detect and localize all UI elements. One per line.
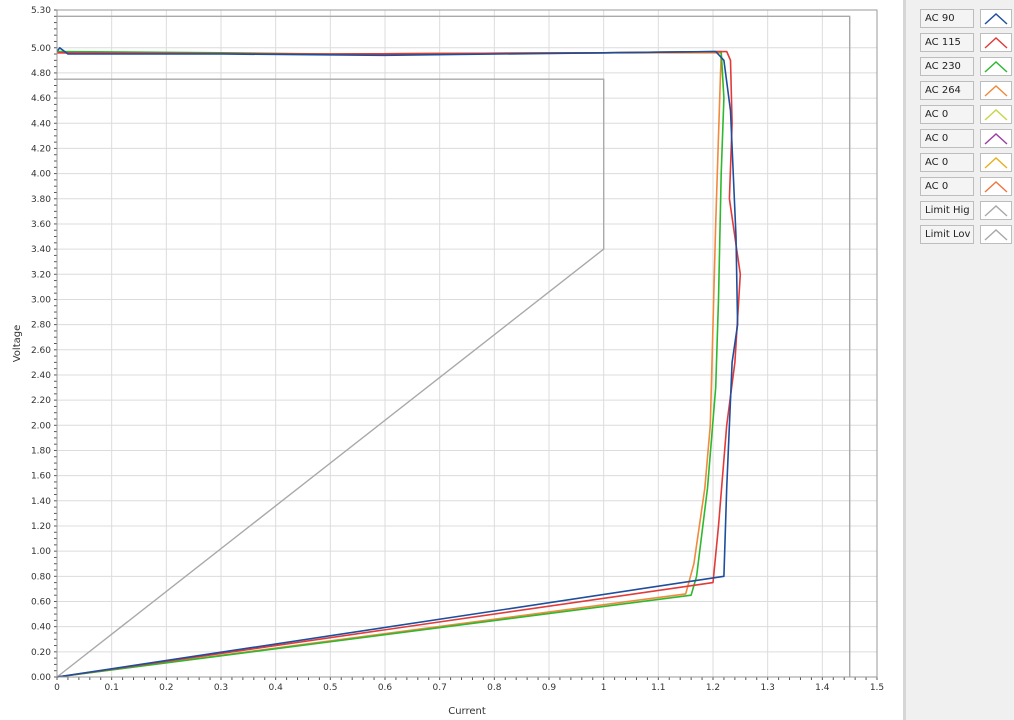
legend-label: AC 230 — [920, 57, 974, 76]
y-tick-label: 3.20 — [31, 270, 51, 280]
legend-label: Limit Hig — [920, 201, 974, 220]
legend-item[interactable]: AC 0 — [920, 129, 1014, 149]
tick-marks — [54, 9, 878, 680]
y-tick-label: 0.40 — [31, 623, 51, 633]
legend-item[interactable]: Limit Hig — [920, 201, 1014, 221]
legend-swatch-icon[interactable] — [980, 105, 1012, 124]
y-tick-label: 0.80 — [31, 572, 51, 582]
series-line-9 — [56, 78, 605, 678]
legend-swatch-icon[interactable] — [980, 57, 1012, 76]
series-line-2 — [56, 50, 725, 678]
legend-swatch-icon[interactable] — [980, 153, 1012, 172]
legend-label: Limit Lov — [920, 225, 974, 244]
x-tick-label: 0.2 — [159, 683, 173, 693]
x-tick-label: 1.5 — [870, 683, 884, 693]
legend-item[interactable]: Limit Lov — [920, 225, 1014, 245]
y-tick-label: 1.00 — [31, 547, 51, 557]
series-line-0 — [56, 46, 739, 678]
y-tick-label: 4.00 — [31, 170, 51, 180]
legend-item[interactable]: AC 0 — [920, 153, 1014, 173]
x-tick-label: 1.3 — [761, 683, 775, 693]
legend-swatch-icon[interactable] — [980, 129, 1012, 148]
y-tick-label: 1.20 — [31, 522, 51, 532]
y-tick-label: 4.80 — [31, 69, 51, 79]
y-tick-label: 4.40 — [31, 119, 51, 129]
legend-label: AC 0 — [920, 129, 974, 148]
legend-line-sample — [984, 181, 1008, 193]
x-tick-label: 0 — [54, 683, 60, 693]
plot-area: 0 0.1 0.2 0.3 0.4 0.5 0.6 0.7 0.8 0.9 1 1.1 1.2 1.3 1.… — [12, 6, 885, 717]
y-tick-label: 0.20 — [31, 648, 51, 658]
voltage-current-chart: 0 0.1 0.2 0.3 0.4 0.5 0.6 0.7 0.8 0.9 1 1.1 1.2 1.3 1.… — [12, 6, 884, 717]
legend-line-sample — [984, 85, 1008, 97]
y-tick-label: 1.40 — [31, 497, 51, 507]
x-tick-label: 1.2 — [706, 683, 720, 693]
legend-swatch-icon[interactable] — [980, 225, 1012, 244]
y-tick-label: 1.60 — [31, 472, 51, 482]
series-lines — [56, 15, 851, 678]
legend-line-sample — [984, 229, 1008, 241]
y-tick-label: 2.60 — [31, 346, 51, 356]
y-tick-label: 1.80 — [31, 446, 51, 456]
y-tick-label: 5.00 — [31, 44, 51, 54]
legend-label: AC 0 — [920, 177, 974, 196]
series-line-1 — [56, 50, 742, 678]
legend-line-sample — [984, 13, 1008, 25]
x-tick-label: 1.4 — [815, 683, 830, 693]
x-tick-label: 0.5 — [323, 683, 337, 693]
legend-label: AC 90 — [920, 9, 974, 28]
legend-swatch-icon[interactable] — [980, 201, 1012, 220]
y-tick-label: 5.30 — [31, 6, 51, 16]
x-tick-label: 0.4 — [269, 683, 284, 693]
legend-item[interactable]: AC 90 — [920, 9, 1014, 29]
legend-swatch-icon[interactable] — [980, 177, 1012, 196]
y-tick-label: 4.60 — [31, 94, 51, 104]
legend-line-sample — [984, 133, 1008, 145]
y-axis-title: Voltage — [12, 325, 23, 363]
x-tick-label: 0.1 — [105, 683, 119, 693]
y-tick-label: 4.20 — [31, 144, 51, 154]
legend-line-sample — [984, 61, 1008, 73]
x-tick-label: 0.3 — [214, 683, 228, 693]
legend-swatch-icon[interactable] — [980, 9, 1012, 28]
y-tick-label: 3.60 — [31, 220, 51, 230]
legend-swatch-icon[interactable] — [980, 33, 1012, 52]
legend-label: AC 115 — [920, 33, 974, 52]
legend-item[interactable]: AC 0 — [920, 177, 1014, 197]
grid-lines — [56, 9, 878, 678]
y-tick-label: 2.20 — [31, 396, 51, 406]
y-tick-label: 2.40 — [31, 371, 51, 381]
legend-label: AC 0 — [920, 105, 974, 124]
legend-item[interactable]: AC 115 — [920, 33, 1014, 53]
y-tick-label: 0.00 — [31, 673, 51, 683]
legend-line-sample — [984, 157, 1008, 169]
y-tick-label: 3.40 — [31, 245, 51, 255]
legend-item[interactable]: AC 230 — [920, 57, 1014, 77]
legend-item[interactable]: AC 264 — [920, 81, 1014, 101]
y-tick-label: 2.00 — [31, 421, 51, 431]
legend-line-sample — [984, 205, 1008, 217]
legend-line-sample — [984, 37, 1008, 49]
plot-frame — [56, 9, 878, 678]
series-line-3 — [56, 51, 723, 678]
y-tick-label: 0.60 — [31, 597, 51, 607]
x-tick-label: 0.9 — [542, 683, 557, 693]
y-tick-label: 3.00 — [31, 295, 51, 305]
legend-line-sample — [984, 109, 1008, 121]
x-axis-title: Current — [448, 706, 486, 717]
tick-labels: 0 0.1 0.2 0.3 0.4 0.5 0.6 0.7 0.8 0.9 1 1.1 1.2 1.3 1.… — [31, 6, 884, 693]
x-tick-label: 0.8 — [487, 683, 502, 693]
y-tick-label: 2.80 — [31, 321, 51, 331]
x-tick-label: 1.1 — [651, 683, 665, 693]
x-tick-label: 0.6 — [378, 683, 393, 693]
legend-label: AC 0 — [920, 153, 974, 172]
legend-swatch-icon[interactable] — [980, 81, 1012, 100]
series-line-8 — [57, 15, 851, 677]
x-tick-label: 0.7 — [433, 683, 447, 693]
legend-item[interactable]: AC 0 — [920, 105, 1014, 125]
plot-legend[interactable]: AC 90 AC 115 AC 230 AC 264 AC 0 AC 0 AC 0 AC 0 L… — [903, 0, 1014, 720]
y-tick-label: 3.80 — [31, 195, 51, 205]
x-tick-label: 1 — [601, 683, 607, 693]
legend-label: AC 264 — [920, 81, 974, 100]
